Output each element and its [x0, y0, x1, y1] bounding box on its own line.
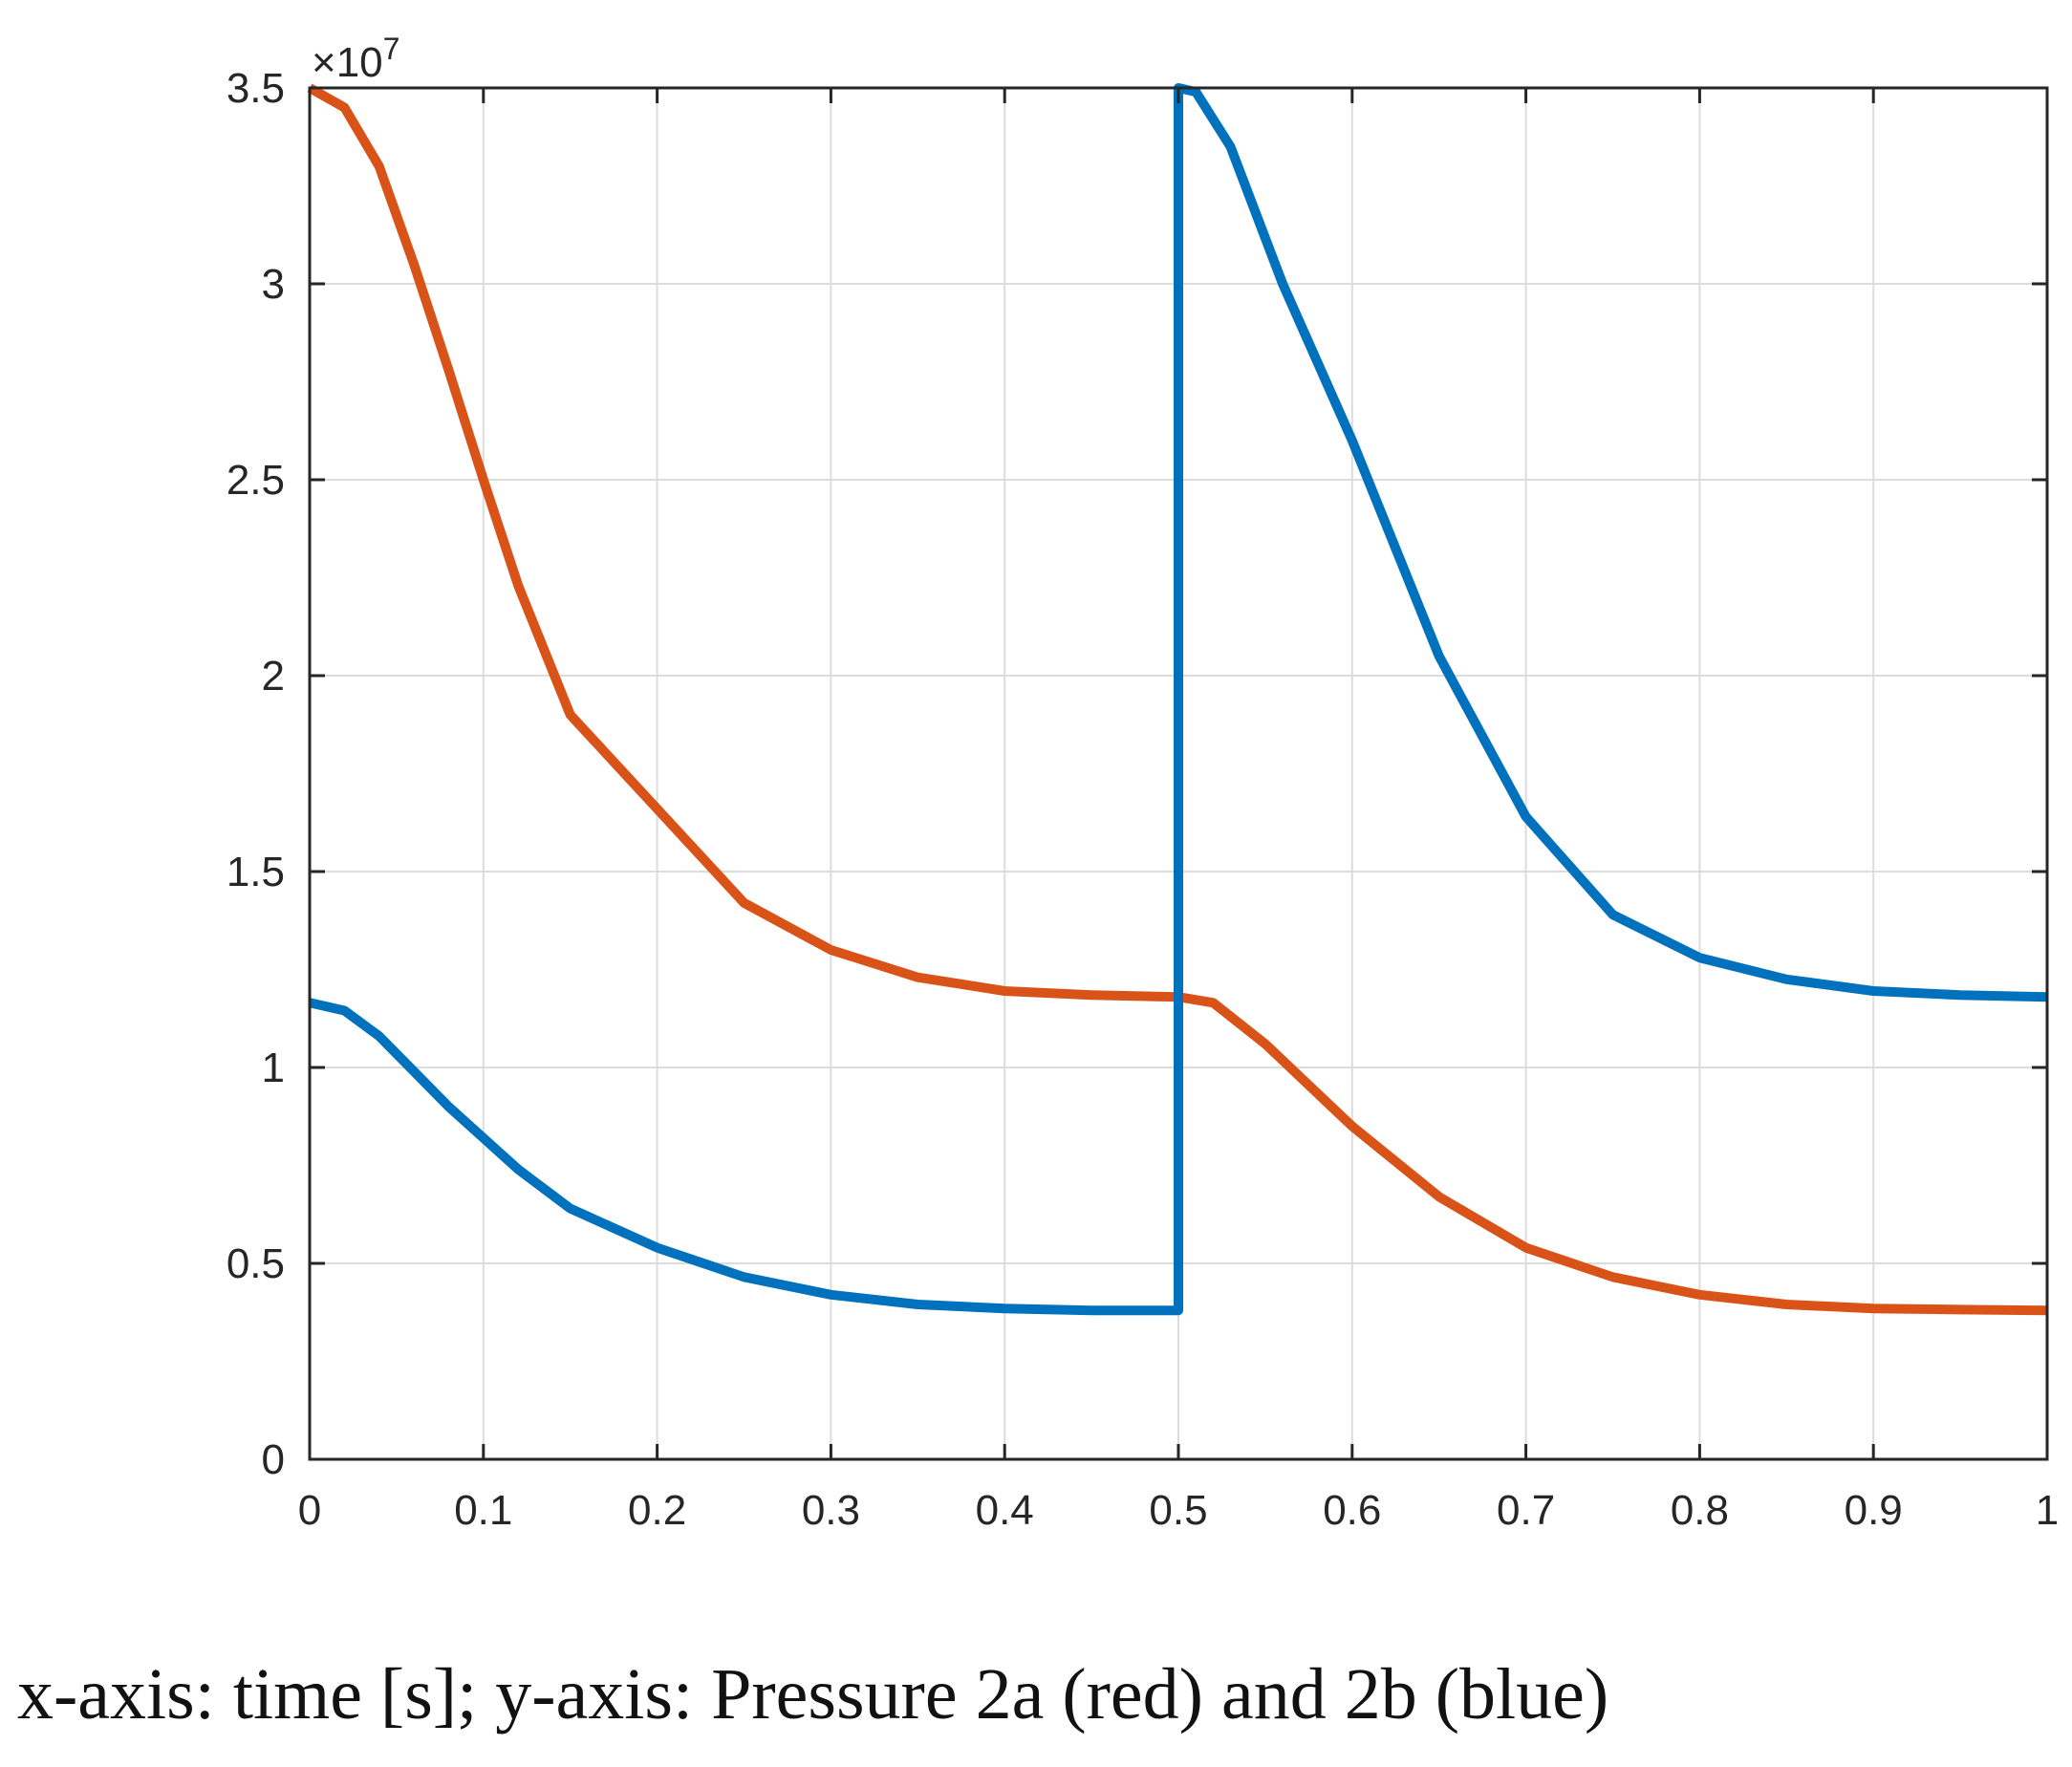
series-layer [307, 83, 2048, 1316]
x-tick-label: 0.2 [628, 1487, 686, 1534]
x-tick-label: 0.9 [1845, 1487, 1903, 1534]
y-exponent-base: ×10 [312, 39, 383, 86]
axes-layer [308, 86, 2049, 1461]
x-tick-label: 0.4 [976, 1487, 1034, 1534]
y-tick-label: 1.5 [227, 849, 285, 895]
y-tick-label: 1 [262, 1045, 285, 1091]
series-line-pressure-2a [307, 83, 2048, 1316]
x-tick-label: 0 [298, 1487, 321, 1534]
y-exponent-label: ×107 [312, 32, 399, 86]
series-line-pressure-2b [308, 83, 2048, 1316]
y-tick-label: 2.5 [227, 457, 285, 504]
y-tick-label: 0 [262, 1436, 285, 1483]
y-exponent-power: 7 [383, 32, 400, 66]
figure-caption: x-axis: time [s]; y-axis: Pressure 2a (r… [17, 1654, 1609, 1735]
x-tick-label: 0.7 [1497, 1487, 1555, 1534]
x-tick-label: 0.6 [1323, 1487, 1381, 1534]
x-tick-label: 0.3 [802, 1487, 860, 1534]
x-tick-label: 0.5 [1149, 1487, 1207, 1534]
y-tick-label: 2 [262, 653, 285, 700]
x-tick-label: 1 [2036, 1487, 2059, 1534]
x-tick-label: 0.8 [1671, 1487, 1729, 1534]
y-tick-label: 3 [262, 261, 285, 308]
tick-labels: 0 0.1 0.2 0.3 0.4 0.5 0.6 0.7 0.8 0.9 1 0 0.5 1 1.5 2 2.… [227, 65, 2059, 1534]
y-tick-label: 3.5 [227, 65, 285, 112]
x-tick-label: 0.1 [454, 1487, 512, 1534]
y-tick-label: 0.5 [227, 1240, 285, 1287]
